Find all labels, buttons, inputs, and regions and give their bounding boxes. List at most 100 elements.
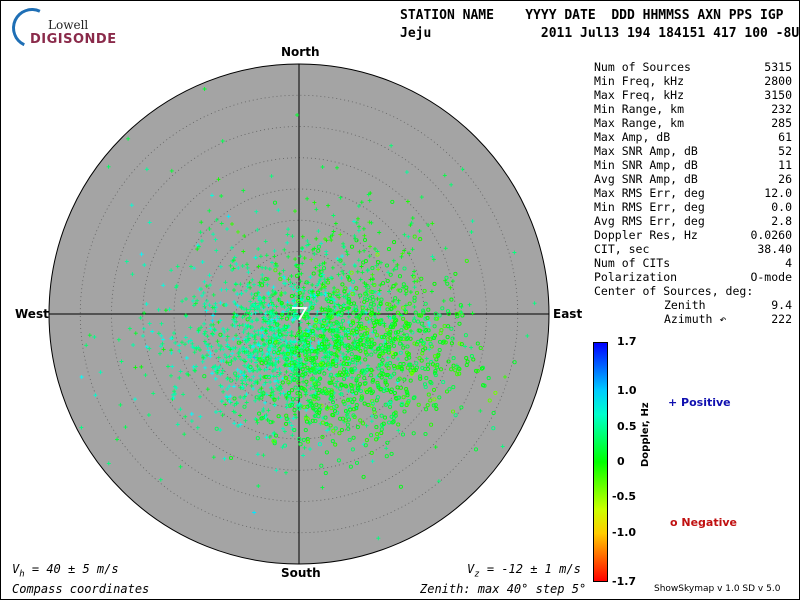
source-point-negative (453, 271, 458, 276)
source-point-negative (259, 283, 265, 288)
source-point-negative (460, 313, 465, 318)
source-point-positive (281, 274, 286, 279)
source-point-negative (445, 281, 450, 286)
source-point-positive (263, 355, 268, 360)
source-point-negative (335, 373, 340, 378)
source-point-negative (358, 348, 363, 353)
source-point-negative (388, 389, 394, 394)
source-point-positive (169, 350, 174, 355)
source-point-negative (404, 325, 409, 330)
source-point-positive (512, 250, 517, 255)
source-point-positive (204, 284, 209, 289)
source-point-negative (322, 371, 327, 376)
source-point-negative (258, 347, 263, 352)
source-point-negative (301, 314, 306, 319)
source-point-negative (396, 422, 401, 427)
source-point-positive (459, 310, 464, 315)
source-point-positive (325, 338, 330, 343)
source-point-positive (247, 311, 252, 316)
source-point-negative (473, 447, 479, 452)
source-point-positive (274, 326, 279, 331)
source-point-positive (263, 266, 268, 270)
source-point-positive (314, 298, 319, 303)
source-point-positive (144, 344, 149, 349)
source-point-positive (272, 430, 277, 435)
source-point-negative (316, 345, 321, 350)
source-point-negative (369, 352, 374, 357)
source-point-positive (403, 292, 408, 297)
source-point-negative (370, 266, 375, 271)
source-point-positive (363, 284, 368, 289)
source-point-positive (303, 392, 308, 397)
source-point-positive (400, 251, 405, 256)
source-point-negative (267, 339, 273, 344)
source-point-positive (532, 301, 537, 306)
legend-negative: o Negative (670, 516, 738, 529)
source-point-negative (330, 400, 336, 405)
source-point-positive (336, 302, 341, 307)
stat-label: Doppler Res, Hz (594, 228, 698, 242)
source-point-negative (415, 319, 421, 324)
source-point-positive (311, 295, 316, 300)
source-point-negative (385, 301, 390, 307)
source-point-positive (300, 294, 305, 299)
source-point-negative (350, 447, 355, 452)
source-point-positive (202, 279, 207, 284)
source-point-positive (269, 336, 274, 341)
source-point-negative (353, 354, 358, 359)
source-point-positive (310, 282, 315, 287)
source-point-negative (412, 395, 417, 400)
source-point-negative (348, 407, 353, 412)
source-point-positive (175, 264, 180, 269)
source-point-negative (346, 426, 351, 431)
source-point-positive (430, 221, 435, 226)
source-point-negative (426, 328, 431, 333)
source-point-positive (320, 165, 325, 169)
source-point-positive (231, 258, 236, 263)
source-point-positive (212, 327, 217, 332)
source-point-positive (325, 350, 329, 355)
source-point-negative (364, 390, 370, 395)
source-point-negative (289, 372, 294, 378)
source-point-positive (158, 344, 163, 349)
source-point-negative (370, 289, 375, 295)
source-point-positive (218, 318, 223, 323)
source-point-positive (292, 282, 297, 287)
source-point-negative (280, 380, 285, 385)
source-point-negative (338, 305, 343, 310)
source-point-positive (346, 275, 351, 280)
source-point-positive (273, 261, 278, 266)
source-point-positive (333, 221, 338, 226)
source-point-positive (240, 381, 245, 386)
source-point-positive (256, 264, 261, 269)
source-point-positive (159, 321, 164, 326)
stat-value: 38.40 (757, 242, 792, 256)
source-point-positive (280, 351, 285, 356)
source-point-negative (393, 351, 398, 356)
source-point-positive (323, 327, 328, 332)
source-point-positive (270, 303, 275, 308)
source-point-positive (265, 363, 270, 368)
source-point-positive (349, 368, 354, 373)
source-point-positive (282, 276, 287, 281)
source-point-negative (289, 294, 294, 299)
source-point-negative (317, 370, 322, 375)
coordinate-system: Compass coordinates (12, 582, 150, 596)
source-point-negative (391, 415, 396, 420)
source-point-positive (235, 292, 240, 296)
source-point-positive (352, 233, 357, 238)
source-point-positive (362, 233, 367, 238)
source-point-negative (323, 346, 328, 351)
source-point-negative (439, 328, 444, 333)
source-point-negative (339, 372, 344, 377)
source-point-positive (401, 332, 406, 337)
source-point-positive (204, 341, 208, 346)
source-point-positive (219, 344, 224, 349)
source-point-positive (236, 266, 241, 270)
source-point-positive (406, 362, 411, 367)
source-point-negative (242, 404, 247, 409)
source-point-positive (167, 307, 172, 312)
stat-label: Max Freq, kHz (594, 88, 685, 102)
source-point-negative (437, 313, 442, 318)
stat-row: Num of Sources 5315 (594, 60, 792, 74)
